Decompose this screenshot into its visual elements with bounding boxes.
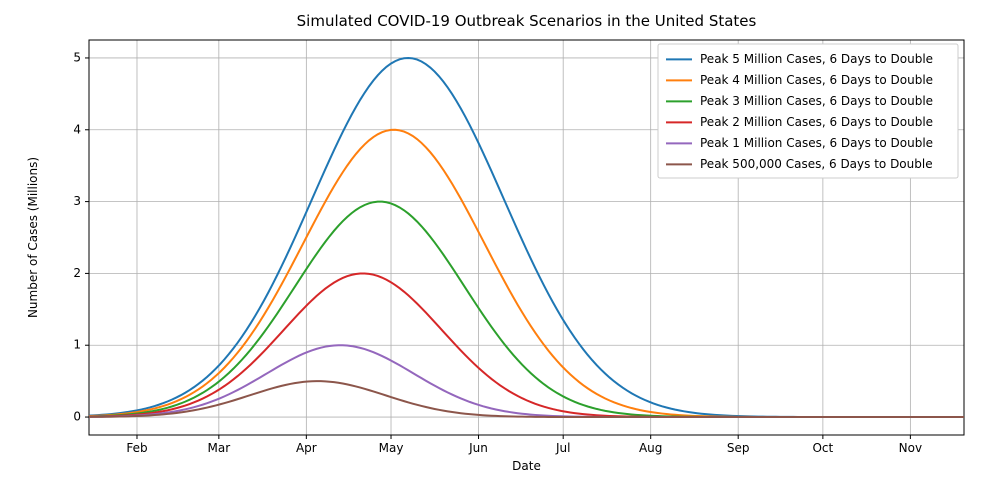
chart-title: Simulated COVID-19 Outbreak Scenarios in… [297, 12, 757, 30]
y-axis-label: Number of Cases (Millions) [26, 157, 40, 318]
legend-label: Peak 2 Million Cases, 6 Days to Double [700, 115, 933, 129]
x-tick-label: May [379, 441, 404, 455]
legend-label: Peak 1 Million Cases, 6 Days to Double [700, 136, 933, 150]
x-tick-label: Mar [208, 441, 231, 455]
legend-label: Peak 500,000 Cases, 6 Days to Double [700, 157, 933, 171]
y-tick-label: 2 [73, 266, 81, 280]
x-tick-label: Apr [296, 441, 317, 455]
x-axis-label: Date [512, 459, 541, 473]
x-tick-label: Aug [639, 441, 662, 455]
y-tick-label: 4 [73, 122, 81, 136]
y-tick-label: 5 [73, 50, 81, 64]
legend-label: Peak 4 Million Cases, 6 Days to Double [700, 73, 933, 87]
y-tick-label: 1 [73, 338, 81, 352]
x-tick-label: Sep [727, 441, 750, 455]
y-tick-label: 0 [73, 410, 81, 424]
x-tick-label: Jul [555, 441, 570, 455]
x-tick-label: Jun [468, 441, 488, 455]
chart-container: 0 1 2 3 4 5 Feb Mar Apr May Jun Jul Aug Sep Oct Nov Date… [0, 0, 1000, 500]
x-tick-label: Oct [812, 441, 833, 455]
x-tick-label: Feb [126, 441, 147, 455]
legend-label: Peak 3 Million Cases, 6 Days to Double [700, 94, 933, 108]
series-line [89, 202, 964, 417]
chart-svg: 0 1 2 3 4 5 Feb Mar Apr May Jun Jul Aug Sep Oct Nov Date… [0, 0, 1000, 500]
y-tick-label: 3 [73, 194, 81, 208]
legend-label: Peak 5 Million Cases, 6 Days to Double [700, 52, 933, 66]
x-tick-label: Nov [899, 441, 922, 455]
